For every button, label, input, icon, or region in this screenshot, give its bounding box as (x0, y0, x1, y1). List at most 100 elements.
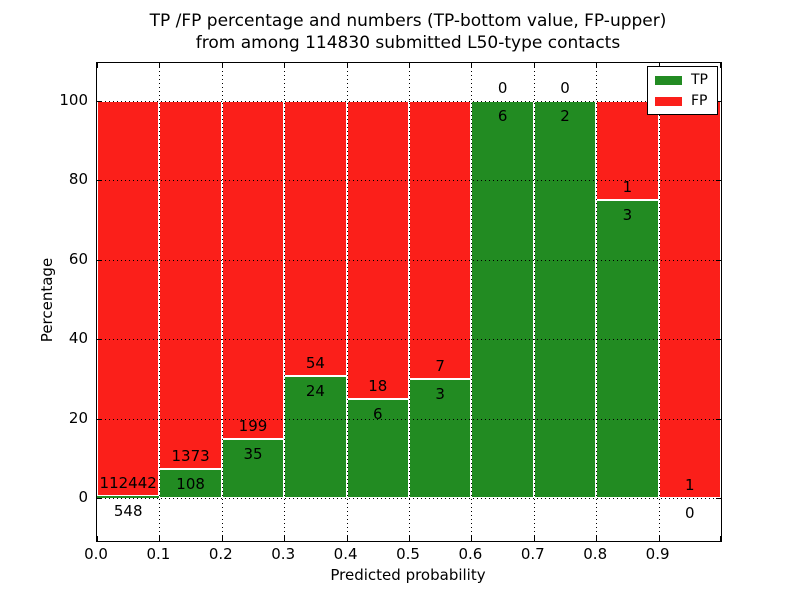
legend: TP FP (647, 66, 718, 115)
fp-bar-segment (596, 101, 659, 201)
gridline-vertical (159, 63, 161, 541)
x-tick-label: 0.7 (520, 545, 545, 563)
x-tick-label: 0.6 (458, 545, 483, 563)
legend-label-tp: TP (691, 72, 708, 88)
gridline-horizontal (97, 339, 721, 341)
legend-item-fp: FP (655, 94, 708, 108)
tp-bar-segment (533, 101, 597, 498)
gridline-horizontal (97, 259, 721, 261)
tp-bar-segment (409, 378, 472, 498)
tp-count-label: 548 (113, 502, 143, 521)
x-tick-label: 0.9 (645, 545, 670, 563)
gridline-vertical (409, 63, 410, 541)
gridline-vertical (284, 63, 286, 541)
x-tick-mark-top (533, 63, 535, 68)
tp-count-label: 6 (373, 404, 383, 423)
fp-count-label: 18 (368, 376, 388, 395)
gridline-vertical (658, 63, 660, 541)
x-tick-mark-top (658, 63, 660, 68)
fp-count-label: 1373 (171, 447, 210, 466)
x-tick-label: 0.8 (583, 545, 608, 563)
x-tick-label: 0.4 (333, 545, 358, 563)
x-tick-label: 0.2 (208, 545, 233, 563)
x-tick-label: 0.1 (146, 545, 171, 563)
x-tick-mark-top (471, 63, 473, 68)
tp-bar-segment (97, 496, 160, 498)
fp-count-label: 0 (560, 79, 570, 97)
legend-label-fp: FP (691, 93, 708, 109)
tp-count-label: 6 (497, 107, 508, 125)
x-tick-label: 0.0 (84, 545, 108, 563)
chart-title: TP /FP percentage and numbers (TP-bottom… (96, 10, 720, 54)
tp-count-label: 3 (435, 384, 445, 403)
x-tick-mark (596, 536, 598, 541)
y-tick-mark-right (716, 180, 721, 182)
tp-bar-segment (159, 469, 222, 498)
fp-bar-segment (409, 101, 472, 379)
x-tick-mark (658, 536, 660, 541)
y-tick-mark (97, 101, 102, 102)
fp-bar-segment (221, 101, 285, 439)
y-tick-mark-right (716, 418, 721, 420)
tp-bar-segment (471, 101, 534, 498)
gridline-horizontal (97, 498, 721, 499)
tp-bar-segment (596, 200, 659, 498)
fp-count-label: 199 (238, 416, 268, 435)
tp-count-label: 3 (622, 206, 633, 225)
x-tick-mark (159, 536, 161, 541)
y-tick-label: 40 (68, 329, 88, 348)
x-tick-mark (409, 536, 410, 541)
y-tick-label: 100 (59, 91, 88, 109)
y-tick-mark-right (716, 101, 721, 102)
x-tick-mark-top (596, 63, 598, 68)
x-tick-mark-top (409, 63, 410, 68)
tp-bar-segment (346, 398, 409, 498)
y-tick-label: 60 (68, 249, 88, 268)
fp-count-label: 1 (622, 178, 633, 197)
x-tick-mark-top (346, 63, 348, 68)
gridline-vertical (221, 63, 223, 541)
gridline-horizontal (97, 180, 721, 182)
tp-swatch-icon (655, 75, 682, 85)
gridline-vertical (533, 63, 535, 541)
fp-bar-segment (159, 101, 222, 470)
fp-count-label: 1 (685, 476, 695, 494)
tp-count-label: 24 (305, 381, 325, 400)
y-tick-label: 0 (78, 488, 88, 506)
y-tick-label: 20 (68, 408, 88, 427)
gridline-vertical (596, 63, 598, 541)
y-tick-mark-right (716, 259, 721, 261)
y-axis-label: Percentage (38, 257, 56, 343)
gridline-vertical (346, 63, 348, 541)
y-tick-mark (97, 498, 102, 499)
x-tick-mark (720, 536, 721, 541)
fp-swatch-icon (655, 96, 682, 106)
x-axis-label: Predicted probability (330, 566, 486, 584)
x-tick-mark-top (97, 63, 98, 68)
y-tick-mark (97, 180, 102, 182)
tp-count-label: 35 (243, 444, 263, 463)
fp-count-label: 112442 (99, 474, 157, 493)
gridline-horizontal (97, 418, 721, 420)
legend-item-tp: TP (655, 73, 708, 87)
y-tick-mark (97, 259, 102, 261)
x-tick-mark (221, 536, 223, 541)
x-tick-mark (346, 536, 348, 541)
y-tick-mark-right (716, 339, 721, 341)
fp-count-label: 54 (305, 353, 325, 372)
chart-title-line1: TP /FP percentage and numbers (TP-bottom… (149, 11, 667, 31)
x-tick-mark (97, 536, 98, 541)
fp-bar-segment (284, 101, 347, 376)
fp-count-label: 0 (497, 79, 508, 97)
x-tick-mark-top (221, 63, 223, 68)
y-tick-mark (97, 418, 102, 420)
tp-count-label: 108 (176, 475, 205, 494)
gridline-vertical (471, 63, 473, 541)
gridline-horizontal (97, 101, 721, 102)
x-tick-mark (284, 536, 286, 541)
fp-count-label: 7 (435, 356, 445, 375)
chart-title-line2: from among 114830 submitted L50-type con… (195, 33, 621, 53)
tp-count-label: 2 (560, 107, 570, 125)
fp-bar-segment (97, 101, 160, 497)
